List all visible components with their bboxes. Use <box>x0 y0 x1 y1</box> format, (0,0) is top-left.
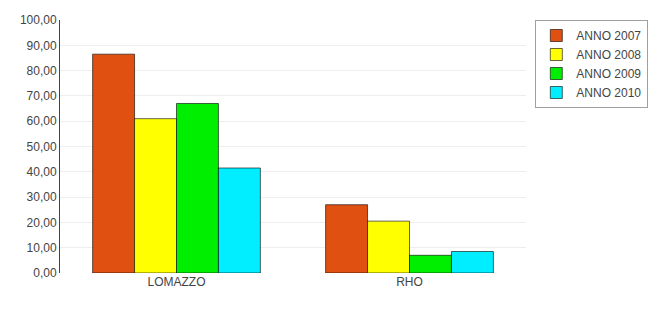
svg-text:40,00: 40,00 <box>27 165 57 179</box>
svg-text:ANNO 2010: ANNO 2010 <box>576 86 641 100</box>
svg-text:10,00: 10,00 <box>27 241 57 255</box>
svg-text:60,00: 60,00 <box>27 114 57 128</box>
svg-text:20,00: 20,00 <box>27 216 57 230</box>
svg-text:0,00: 0,00 <box>33 266 57 280</box>
svg-text:30,00: 30,00 <box>27 190 57 204</box>
svg-text:ANNO 2007: ANNO 2007 <box>576 29 641 43</box>
svg-text:LOMAZZO: LOMAZZO <box>147 275 205 289</box>
svg-text:100,00: 100,00 <box>20 13 57 27</box>
svg-text:90,00: 90,00 <box>27 39 57 53</box>
svg-text:50,00: 50,00 <box>27 140 57 154</box>
svg-text:RHO: RHO <box>396 275 423 289</box>
svg-text:70,00: 70,00 <box>27 89 57 103</box>
svg-text:ANNO 2008: ANNO 2008 <box>576 48 641 62</box>
svg-text:ANNO 2009: ANNO 2009 <box>576 67 641 81</box>
svg-text:80,00: 80,00 <box>27 64 57 78</box>
